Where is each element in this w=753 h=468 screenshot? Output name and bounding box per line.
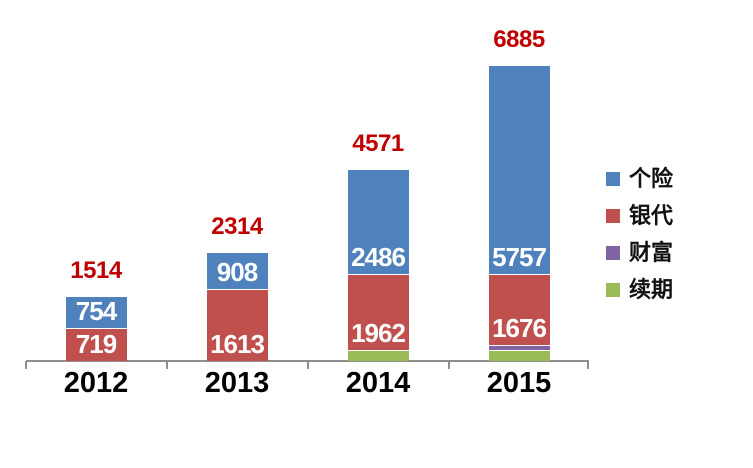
bar-total-value: 2314 xyxy=(211,213,263,240)
bar-2012: 754 719 xyxy=(65,297,127,361)
bar-segment-value: 1962 xyxy=(351,318,406,348)
legend-item: 银代 xyxy=(606,204,673,228)
bar-segment-个险: 2486 xyxy=(347,170,409,274)
bar-2013: 908 1613 xyxy=(206,253,268,361)
bar-segment-value: 1613 xyxy=(210,329,265,359)
x-axis-category-label: 2013 xyxy=(204,367,270,399)
bar-segment-续期 xyxy=(347,350,409,361)
bar-segment-续期 xyxy=(488,350,550,361)
bar-2015: 5757 1676 xyxy=(488,66,550,361)
bar-segment-value: 5757 xyxy=(492,242,547,272)
bar-segment-银代: 719 xyxy=(65,328,127,361)
bar-segment-个险: 754 xyxy=(65,297,127,328)
x-axis-tick xyxy=(25,361,27,369)
legend-label: 续期 xyxy=(629,277,674,302)
bar-segment-财富 xyxy=(488,345,550,350)
legend-swatch-yindai xyxy=(606,209,620,223)
bar-segment-value: 2486 xyxy=(351,242,406,272)
bar-segment-value: 754 xyxy=(75,296,117,326)
legend-item: 财富 xyxy=(606,241,673,265)
x-axis-category-label: 2015 xyxy=(486,367,552,399)
bar-segment-value: 1676 xyxy=(492,313,547,343)
x-axis-category-label: 2014 xyxy=(345,367,411,399)
bar-segment-个险: 908 xyxy=(206,253,268,289)
bar-total-value: 6885 xyxy=(493,26,545,53)
x-axis-tick xyxy=(307,361,309,369)
x-axis-tick xyxy=(448,361,450,369)
legend-item: 个险 xyxy=(606,167,673,191)
legend-swatch-caifu xyxy=(606,246,620,260)
x-axis-tick xyxy=(587,361,589,369)
legend-swatch-geixian xyxy=(606,172,620,186)
bar-segment-value: 719 xyxy=(75,329,117,359)
legend-item: 续期 xyxy=(606,278,673,302)
bar-segment-个险: 5757 xyxy=(488,66,550,274)
bar-total-value: 4571 xyxy=(352,130,404,157)
bar-segment-银代: 1613 xyxy=(206,289,268,361)
legend-swatch-xuqi xyxy=(606,283,620,297)
x-axis-category-label: 2012 xyxy=(63,367,129,399)
bar-segment-银代: 1676 xyxy=(488,274,550,345)
legend: 个险 银代 财富 续期 xyxy=(606,167,673,315)
legend-label: 财富 xyxy=(629,240,674,265)
bar-2014: 2486 1962 xyxy=(347,170,409,361)
bar-segment-银代: 1962 xyxy=(347,274,409,350)
bar-segment-value: 908 xyxy=(216,257,258,287)
bar-total-value: 1514 xyxy=(70,257,122,284)
x-axis-tick xyxy=(166,361,168,369)
legend-label: 银代 xyxy=(629,203,674,228)
legend-label: 个险 xyxy=(629,166,674,191)
